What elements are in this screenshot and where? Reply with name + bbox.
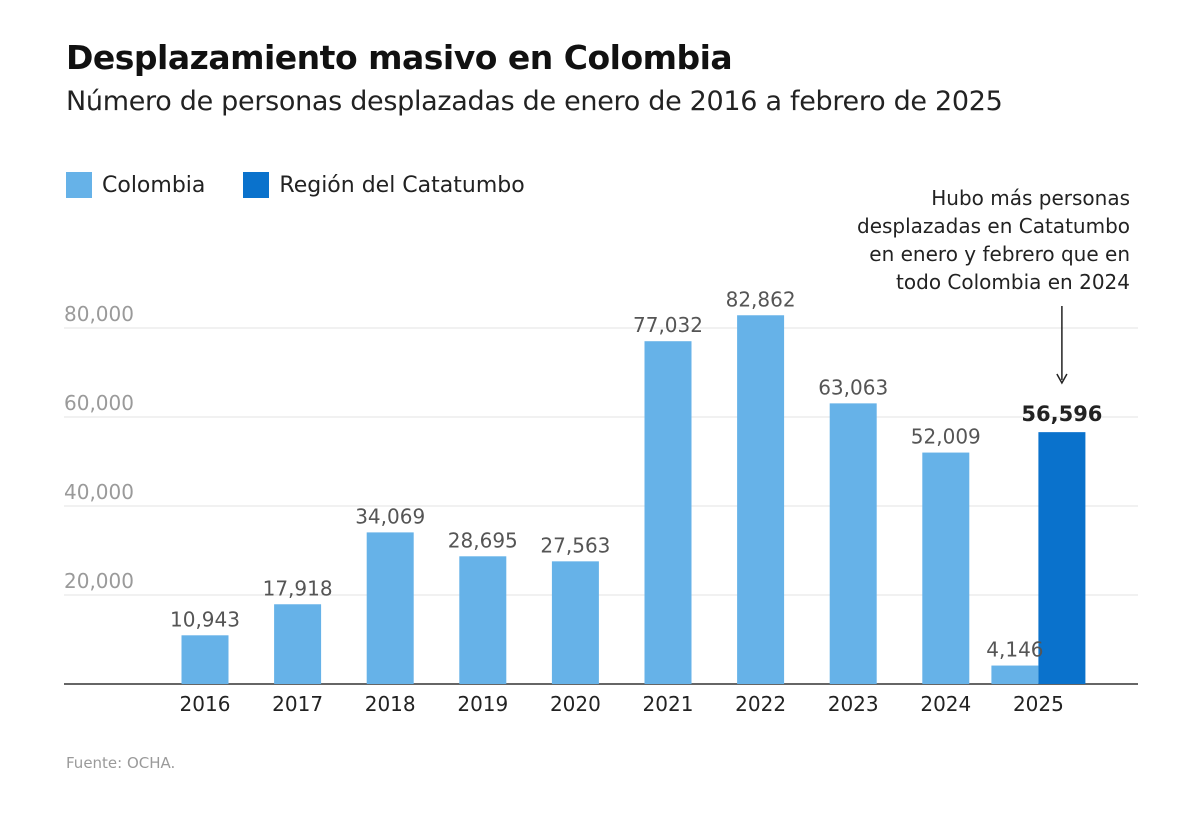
chart-subtitle: Número de personas desplazadas de enero … [66,86,1003,117]
legend-swatch-colombia [66,172,92,198]
bar-colombia [181,635,229,684]
bar-colombia [991,665,1039,684]
bar-colombia [829,403,877,684]
bar-colombia [644,341,692,684]
data-label: 77,032 [633,313,703,337]
x-tick-label: 2019 [457,692,508,716]
bar-colombia [366,532,414,684]
legend-swatch-catatumbo [243,172,270,198]
x-tick-label: 2016 [180,692,231,716]
x-tick-label: 2023 [828,692,879,716]
x-tick-label: 2024 [920,692,971,716]
annotation-arrow-head [1056,373,1068,385]
x-tick-label: 2021 [643,692,694,716]
x-tick-label: 2022 [735,692,786,716]
source-note: Fuente: OCHA. [66,754,176,772]
x-tick-label: 2018 [365,692,416,716]
bar-colombia [459,556,507,684]
bar-catatumbo [1038,432,1086,684]
annotation-text: Hubo más personas desplazadas en Catatum… [857,186,1130,294]
data-label: 17,918 [263,576,333,600]
legend-label-catatumbo: Región del Catatumbo [279,172,525,198]
y-tick-label: 60,000 [64,391,134,415]
data-label: 82,862 [726,287,796,311]
data-label: 4,146 [986,638,1043,662]
data-label: 27,563 [540,533,610,557]
x-tick-label: 2020 [550,692,601,716]
y-tick-label: 20,000 [64,569,134,593]
data-label: 28,695 [448,528,518,552]
bar-colombia [737,315,785,684]
data-label: 10,943 [170,607,240,631]
bar-colombia [551,561,599,684]
y-tick-label: 80,000 [64,302,134,326]
data-label: 52,009 [911,425,981,449]
data-label-catatumbo: 56,596 [1021,402,1102,426]
bar-colombia [922,452,970,684]
legend-label-colombia: Colombia [102,172,206,198]
legend-item-catatumbo: Región del Catatumbo [243,172,525,198]
data-label: 63,063 [818,375,888,399]
legend: Colombia Región del Catatumbo [66,172,563,198]
chart-title: Desplazamiento masivo en Colombia [66,38,733,77]
data-label: 34,069 [355,504,425,528]
bar-colombia [274,604,322,684]
x-tick-label: 2017 [272,692,323,716]
x-tick-label: 2025 [1013,692,1064,716]
legend-item-colombia: Colombia [66,172,205,198]
y-tick-label: 40,000 [64,480,134,504]
